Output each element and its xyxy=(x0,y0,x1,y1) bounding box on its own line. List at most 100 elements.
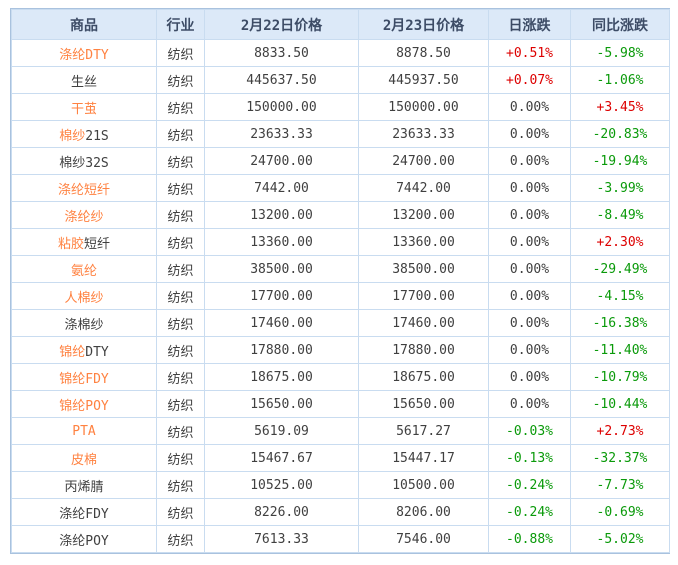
commodity-name-cell[interactable]: 锦纶FDY xyxy=(11,363,157,391)
industry-cell: 纺织 xyxy=(156,498,205,526)
yoy-change-cell: -10.79% xyxy=(570,363,670,391)
price-feb23-cell: 8206.00 xyxy=(358,498,489,526)
commodity-name-cell[interactable]: 棉纱21S xyxy=(11,120,157,148)
daily-change-cell: 0.00% xyxy=(488,336,571,364)
price-feb23-cell: 15447.17 xyxy=(358,444,489,472)
price-feb22-cell: 15467.67 xyxy=(204,444,359,472)
price-feb22-cell: 8833.50 xyxy=(204,39,359,67)
yoy-change-cell: -5.02% xyxy=(570,525,670,553)
price-feb22-cell: 13360.00 xyxy=(204,228,359,256)
industry-cell: 纺织 xyxy=(156,309,205,337)
price-feb22-cell: 17880.00 xyxy=(204,336,359,364)
price-feb22-cell: 13200.00 xyxy=(204,201,359,229)
industry-cell: 纺织 xyxy=(156,282,205,310)
price-feb23-cell: 15650.00 xyxy=(358,390,489,418)
table-row: 锦纶FDY 纺织 18675.00 18675.00 0.00% -10.79% xyxy=(11,363,670,391)
daily-change-cell: 0.00% xyxy=(488,282,571,310)
yoy-change-cell: -4.15% xyxy=(570,282,670,310)
price-feb23-cell: 10500.00 xyxy=(358,471,489,499)
table-row: PTA 纺织 5619.09 5617.27 -0.03% +2.73% xyxy=(11,417,670,445)
daily-change-cell: 0.00% xyxy=(488,309,571,337)
daily-change-cell: +0.51% xyxy=(488,39,571,67)
commodity-name-segment: 涤纶纱 xyxy=(64,209,104,225)
daily-change-cell: 0.00% xyxy=(488,201,571,229)
commodity-name-cell[interactable]: 涤纶短纤 xyxy=(11,174,157,202)
commodity-name-segment: 涤纶FDY xyxy=(59,506,109,522)
table-row: 涤纶短纤 纺织 7442.00 7442.00 0.00% -3.99% xyxy=(11,174,670,202)
price-feb22-cell: 7442.00 xyxy=(204,174,359,202)
commodity-price-table: 商品 行业 2月22日价格 2月23日价格 日涨跌 同比涨跌 涤纶DTY 纺织 88… xyxy=(11,9,670,553)
industry-cell: 纺织 xyxy=(156,201,205,229)
commodity-name-segment: 涤纶POY xyxy=(59,533,109,549)
yoy-change-cell: -19.94% xyxy=(570,147,670,175)
commodity-name-cell: 棉纱32S xyxy=(11,147,157,175)
commodity-name-cell: 涤纶POY xyxy=(11,525,157,553)
price-feb22-cell: 38500.00 xyxy=(204,255,359,283)
price-feb22-cell: 23633.33 xyxy=(204,120,359,148)
table-frame: 商品 行业 2月22日价格 2月23日价格 日涨跌 同比涨跌 涤纶DTY 纺织 88… xyxy=(10,8,670,554)
commodity-name-segment: 锦纶POY xyxy=(59,398,109,414)
price-feb23-cell: 8878.50 xyxy=(358,39,489,67)
commodity-name-cell[interactable]: 人棉纱 xyxy=(11,282,157,310)
daily-change-cell: 0.00% xyxy=(488,120,571,148)
commodity-name-cell[interactable]: PTA xyxy=(11,417,157,445)
table-row: 涤纶DTY 纺织 8833.50 8878.50 +0.51% -5.98% xyxy=(11,39,670,67)
yoy-change-cell: -29.49% xyxy=(570,255,670,283)
commodity-name-cell: 涤棉纱 xyxy=(11,309,157,337)
industry-cell: 纺织 xyxy=(156,39,205,67)
commodity-name-cell[interactable]: 锦纶POY xyxy=(11,390,157,418)
table-row: 丙烯腈 纺织 10525.00 10500.00 -0.24% -7.73% xyxy=(11,471,670,499)
table-row: 生丝 纺织 445637.50 445937.50 +0.07% -1.06% xyxy=(11,66,670,94)
commodity-name-segment: 棉纱32S xyxy=(59,155,109,171)
price-feb23-cell: 445937.50 xyxy=(358,66,489,94)
industry-cell: 纺织 xyxy=(156,336,205,364)
price-feb23-cell: 17880.00 xyxy=(358,336,489,364)
industry-cell: 纺织 xyxy=(156,255,205,283)
price-feb22-cell: 7613.33 xyxy=(204,525,359,553)
price-feb23-cell: 38500.00 xyxy=(358,255,489,283)
header-row: 商品 行业 2月22日价格 2月23日价格 日涨跌 同比涨跌 xyxy=(11,9,670,40)
commodity-name-cell[interactable]: 粘胶短纤 xyxy=(11,228,157,256)
commodity-name-cell[interactable]: 氨纶 xyxy=(11,255,157,283)
table-row: 涤纶纱 纺织 13200.00 13200.00 0.00% -8.49% xyxy=(11,201,670,229)
daily-change-cell: -0.13% xyxy=(488,444,571,472)
commodity-name-segment: 涤纶短纤 xyxy=(57,182,110,198)
commodity-name-segment: 棉纱 xyxy=(59,128,86,144)
daily-change-cell: 0.00% xyxy=(488,174,571,202)
price-feb23-cell: 23633.33 xyxy=(358,120,489,148)
price-feb23-cell: 13360.00 xyxy=(358,228,489,256)
price-feb22-cell: 18675.00 xyxy=(204,363,359,391)
yoy-change-cell: -7.73% xyxy=(570,471,670,499)
daily-change-cell: 0.00% xyxy=(488,147,571,175)
table-row: 氨纶 纺织 38500.00 38500.00 0.00% -29.49% xyxy=(11,255,670,283)
yoy-change-cell: -1.06% xyxy=(570,66,670,94)
industry-cell: 纺织 xyxy=(156,120,205,148)
commodity-name-cell[interactable]: 干茧 xyxy=(11,93,157,121)
price-feb22-cell: 8226.00 xyxy=(204,498,359,526)
commodity-name-cell[interactable]: 涤纶DTY xyxy=(11,39,157,67)
industry-cell: 纺织 xyxy=(156,228,205,256)
daily-change-cell: 0.00% xyxy=(488,228,571,256)
price-feb23-cell: 18675.00 xyxy=(358,363,489,391)
commodity-name-cell[interactable]: 锦纶DTY xyxy=(11,336,157,364)
column-header-industry: 行业 xyxy=(156,9,205,40)
commodity-name-segment: 21S xyxy=(85,128,109,144)
column-header-commodity: 商品 xyxy=(11,9,157,40)
industry-cell: 纺织 xyxy=(156,93,205,121)
table-row: 干茧 纺织 150000.00 150000.00 0.00% +3.45% xyxy=(11,93,670,121)
price-feb23-cell: 13200.00 xyxy=(358,201,489,229)
commodity-name-cell[interactable]: 涤纶纱 xyxy=(11,201,157,229)
commodity-name-segment: PTA xyxy=(72,423,96,439)
column-header-price-feb22: 2月22日价格 xyxy=(204,9,359,40)
yoy-change-cell: -16.38% xyxy=(570,309,670,337)
commodity-name-cell[interactable]: 皮棉 xyxy=(11,444,157,472)
commodity-name-segment: 粘胶 xyxy=(57,236,84,252)
daily-change-cell: 0.00% xyxy=(488,93,571,121)
industry-cell: 纺织 xyxy=(156,444,205,472)
commodity-name-segment: 氨纶 xyxy=(70,263,97,279)
industry-cell: 纺织 xyxy=(156,525,205,553)
price-feb22-cell: 15650.00 xyxy=(204,390,359,418)
industry-cell: 纺织 xyxy=(156,363,205,391)
price-feb22-cell: 10525.00 xyxy=(204,471,359,499)
yoy-change-cell: +2.73% xyxy=(570,417,670,445)
